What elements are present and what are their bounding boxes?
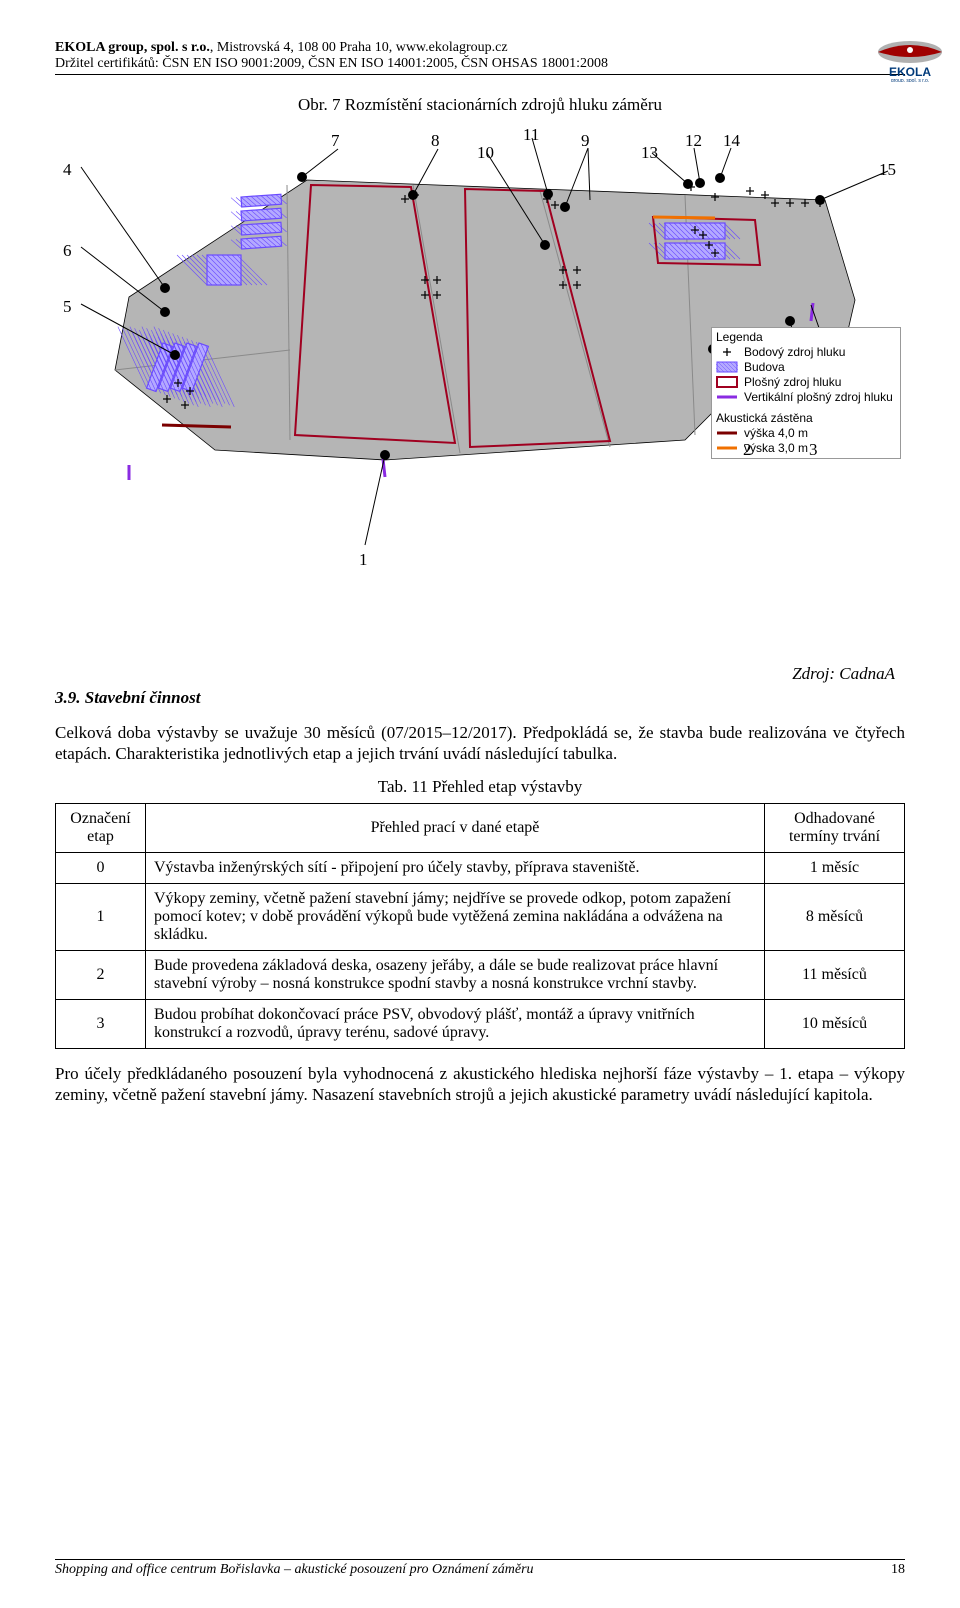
page-footer: Shopping and office centrum Bořislavka –… xyxy=(55,1559,905,1578)
legend-barrier-label: výska 3,0 m xyxy=(744,441,808,455)
cell-id: 0 xyxy=(56,852,146,883)
callout-label: 1 xyxy=(359,550,368,570)
cell-desc: Výstavba inženýrských sítí - připojení p… xyxy=(146,852,765,883)
cell-id: 1 xyxy=(56,883,146,950)
legend-row: Plošný zdroj hluku xyxy=(716,375,896,389)
callout-label: 11 xyxy=(523,125,539,145)
callout-label: 4 xyxy=(63,160,72,180)
table-header-row: Označení etap Přehled prací v dané etapě… xyxy=(56,803,905,852)
col-dur-header: Odhadované termíny trvání xyxy=(765,803,905,852)
header-company-address: , Mistrovská 4, 108 00 Praha 10, www.eko… xyxy=(210,40,508,55)
table-row: 0Výstavba inženýrských sítí - připojení … xyxy=(56,852,905,883)
section-heading: 3.9. Stavební činnost xyxy=(55,688,905,708)
legend-row: Bodový zdroj hluku xyxy=(716,345,896,359)
table-row: 2Bude provedena základová deska, osazeny… xyxy=(56,950,905,999)
table-title: Tab. 11 Přehled etap výstavby xyxy=(55,777,905,797)
svg-text:EKOLA: EKOLA xyxy=(889,65,931,79)
cell-id: 2 xyxy=(56,950,146,999)
callout-label: 9 xyxy=(581,131,590,151)
legend-barrier-label: výška 4,0 m xyxy=(744,426,808,440)
callout-label: 2 xyxy=(743,440,752,460)
callout-label: 6 xyxy=(63,241,72,261)
figure-7-diagram: Legenda Bodový zdroj hlukuBudovaPlošný z… xyxy=(55,125,905,650)
footer-left: Shopping and office centrum Bořislavka –… xyxy=(55,1562,534,1578)
cell-desc: Bude provedena základová deska, osazeny … xyxy=(146,950,765,999)
cell-dur: 11 měsíců xyxy=(765,950,905,999)
ekola-logo: EKOLA group, spol. s r.o. xyxy=(870,40,950,82)
legend-label: Budova xyxy=(744,360,785,374)
stages-table: Označení etap Přehled prací v dané etapě… xyxy=(55,803,905,1049)
figure-legend: Legenda Bodový zdroj hlukuBudovaPlošný z… xyxy=(711,327,901,459)
callout-label: 14 xyxy=(723,131,740,151)
figure-title: Obr. 7 Rozmístění stacionárních zdrojů h… xyxy=(55,95,905,115)
footer-page-number: 18 xyxy=(891,1562,905,1578)
callout-label: 7 xyxy=(331,131,340,151)
cell-desc: Výkopy zeminy, včetně pažení stavební já… xyxy=(146,883,765,950)
cell-desc: Budou probíhat dokončovací práce PSV, ob… xyxy=(146,999,765,1048)
cell-dur: 10 měsíců xyxy=(765,999,905,1048)
header-certs: Držitel certifikátů: ČSN EN ISO 9001:200… xyxy=(55,56,905,72)
legend-barrier-title: Akustická zástěna xyxy=(716,411,896,425)
legend-label: Vertikální plošný zdroj hluku xyxy=(744,390,893,404)
cell-dur: 1 měsíc xyxy=(765,852,905,883)
para-intro: Celková doba výstavby se uvažuje 30 měsí… xyxy=(55,722,905,765)
callout-label: 8 xyxy=(431,131,440,151)
callout-label: 12 xyxy=(685,131,702,151)
header-company-name: EKOLA group, spol. s r.o. xyxy=(55,40,210,55)
col-desc-header: Přehled prací v dané etapě xyxy=(146,803,765,852)
callout-label: 15 xyxy=(879,160,896,180)
para-conclusion: Pro účely předkládaného posouzení byla v… xyxy=(55,1063,905,1106)
callout-label: 3 xyxy=(809,440,818,460)
cell-dur: 8 měsíců xyxy=(765,883,905,950)
table-row: 3Budou probíhat dokončovací práce PSV, o… xyxy=(56,999,905,1048)
figure-source: Zdroj: CadnaA xyxy=(55,664,905,684)
callout-label: 13 xyxy=(641,143,658,163)
legend-title: Legenda xyxy=(716,330,896,344)
legend-barrier-row: výška 4,0 m xyxy=(716,426,896,440)
legend-label: Bodový zdroj hluku xyxy=(744,345,845,359)
callout-label: 5 xyxy=(63,297,72,317)
page-header: EKOLA group, spol. s r.o., Mistrovská 4,… xyxy=(55,40,905,75)
callout-label: 10 xyxy=(477,143,494,163)
table-row: 1Výkopy zeminy, včetně pažení stavební j… xyxy=(56,883,905,950)
col-id-header: Označení etap xyxy=(56,803,146,852)
cell-id: 3 xyxy=(56,999,146,1048)
header-company: EKOLA group, spol. s r.o., Mistrovská 4,… xyxy=(55,40,905,56)
legend-row: Budova xyxy=(716,360,896,374)
legend-label: Plošný zdroj hluku xyxy=(744,375,841,389)
legend-row: Vertikální plošný zdroj hluku xyxy=(716,390,896,404)
svg-text:group, spol. s r.o.: group, spol. s r.o. xyxy=(891,78,929,82)
